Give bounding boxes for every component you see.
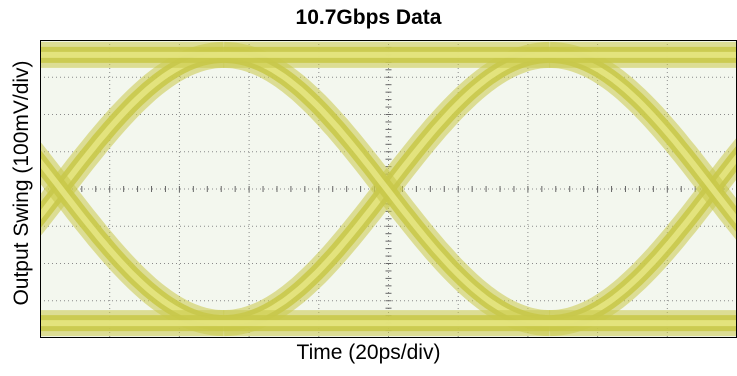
y-axis-label: Output Swing (100mV/div) [10, 60, 33, 306]
falling-transition-trace [40, 157, 224, 327]
chart-title: 10.7Gbps Data [295, 6, 442, 29]
eye-traces [40, 41, 737, 337]
eye-diagram-plot [40, 40, 737, 338]
falling-transition-trace [549, 51, 737, 226]
falling-transition-trace [223, 51, 550, 327]
x-axis-label: Time (20ps/div) [296, 341, 441, 364]
